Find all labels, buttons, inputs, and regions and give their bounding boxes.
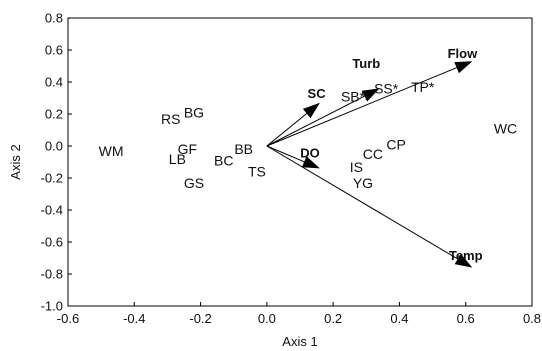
x-tick-label: 0.4	[390, 311, 408, 326]
x-tick-label: 0.6	[457, 311, 475, 326]
site-label-bc: BC	[214, 152, 233, 168]
x-tick-label: 0.0	[258, 311, 276, 326]
y-tick-label: 0.8	[45, 11, 63, 26]
site-label-gs: GS	[184, 175, 204, 191]
site-label-cc: CC	[363, 146, 383, 162]
vector-sc	[266, 113, 308, 147]
x-axis-title: Axis 1	[282, 334, 317, 349]
vector-label-do: DO	[300, 145, 320, 160]
site-label-bb: BB	[234, 141, 253, 157]
site-label-bg: BG	[184, 104, 204, 120]
x-tick-label: 0.8	[523, 311, 541, 326]
vector-arrowhead-flow	[454, 61, 473, 74]
vector-label-temp: Temp	[449, 248, 483, 263]
vector-arrowhead-turb	[361, 88, 380, 102]
x-tick-label: -0.6	[57, 311, 79, 326]
site-label-yg: YG	[353, 175, 373, 191]
y-tick-label: -0.8	[41, 267, 63, 282]
vector-temp	[266, 145, 458, 260]
site-label-is: IS	[350, 159, 363, 175]
vector-turb	[266, 95, 365, 147]
vector-label-sc: SC	[308, 86, 327, 101]
site-label-rs: RS	[161, 111, 180, 127]
y-axis-title: Axis 2	[8, 144, 23, 179]
vector-label-turb: Turb	[352, 56, 380, 71]
vector-label-flow: Flow	[448, 46, 478, 61]
x-tick-label: 0.2	[324, 311, 342, 326]
y-tick-label: -0.4	[41, 203, 63, 218]
site-label-wc: WC	[494, 120, 517, 136]
y-tick-label: 0.6	[45, 43, 63, 58]
site-label-lb: LB	[169, 151, 186, 167]
y-tick-label: 0.0	[45, 139, 63, 154]
site-label-gf: GF	[178, 141, 197, 157]
y-tick-label: 0.4	[45, 75, 63, 90]
vector-arrowhead-temp	[454, 253, 473, 268]
x-tick-label: -0.2	[189, 311, 211, 326]
vector-arrowhead-do	[301, 156, 320, 169]
site-label-cp: CP	[386, 136, 405, 152]
site-label-sb: SB*	[341, 88, 366, 104]
site-label-ss: SS*	[374, 80, 399, 96]
y-tick-label: -0.6	[41, 235, 63, 250]
x-tick-label: -0.4	[123, 311, 145, 326]
site-label-tp: TP*	[411, 79, 435, 95]
vector-do	[266, 145, 305, 163]
site-label-wm: WM	[99, 143, 124, 159]
vector-arrowhead-sc	[302, 102, 320, 119]
y-tick-label: 0.2	[45, 107, 63, 122]
y-tick-label: -1.0	[41, 299, 63, 314]
site-label-ts: TS	[248, 164, 266, 180]
y-tick-label: -0.2	[41, 171, 63, 186]
vector-flow	[266, 67, 457, 147]
